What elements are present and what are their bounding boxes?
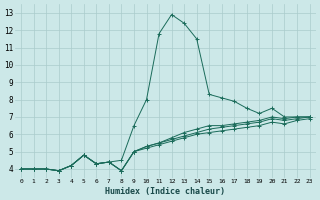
- X-axis label: Humidex (Indice chaleur): Humidex (Indice chaleur): [105, 187, 225, 196]
